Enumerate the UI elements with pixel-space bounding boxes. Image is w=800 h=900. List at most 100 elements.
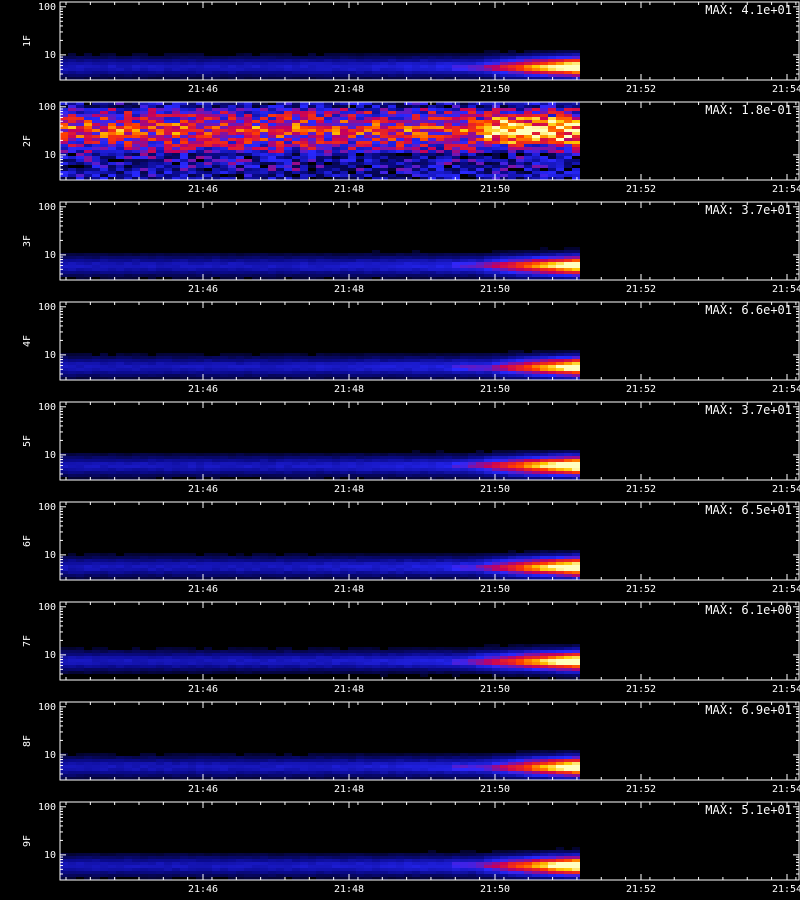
heatmap-cell	[492, 111, 500, 114]
heatmap-cell	[148, 150, 156, 153]
heatmap-cell	[532, 177, 540, 180]
heatmap-cell	[396, 565, 404, 568]
heatmap-cell	[332, 53, 340, 56]
heatmap-cell	[76, 68, 84, 71]
heatmap-cell	[204, 177, 212, 180]
heatmap-cell	[516, 141, 524, 144]
heatmap-cell	[76, 377, 84, 380]
heatmap-cell	[252, 77, 260, 80]
heatmap-cell	[492, 250, 500, 253]
heatmap-cell	[300, 568, 308, 571]
heatmap-cell	[124, 362, 132, 365]
heatmap-cell	[340, 271, 348, 274]
heatmap-cell	[444, 77, 452, 80]
heatmap-cell	[396, 371, 404, 374]
heatmap-cell	[348, 159, 356, 162]
heatmap-cell	[484, 77, 492, 80]
heatmap-cell	[84, 141, 92, 144]
heatmap-cell	[548, 168, 556, 171]
heatmap-cell	[316, 371, 324, 374]
heatmap-cell	[196, 59, 204, 62]
heatmap-cell	[412, 259, 420, 262]
heatmap-cell	[500, 68, 508, 71]
heatmap-cell	[404, 462, 412, 465]
heatmap-cell	[540, 132, 548, 135]
heatmap-cell	[452, 147, 460, 150]
heatmap-cell	[180, 377, 188, 380]
heatmap-cell	[108, 168, 116, 171]
heatmap-cell	[500, 471, 508, 474]
heatmap-cell	[268, 105, 276, 108]
heatmap-cell	[132, 126, 140, 129]
heatmap-cell	[556, 262, 564, 265]
heatmap-cell	[572, 471, 580, 474]
heatmap-cell	[268, 259, 276, 262]
heatmap-cell	[108, 174, 116, 177]
heatmap-cell	[380, 259, 388, 262]
heatmap-cell	[508, 462, 516, 465]
heatmap-cell	[260, 65, 268, 68]
heatmap-cell	[60, 365, 68, 368]
heatmap-cell	[140, 65, 148, 68]
heatmap-cell	[148, 268, 156, 271]
heatmap-cell	[100, 77, 108, 80]
heatmap-cell	[500, 459, 508, 462]
heatmap-cell	[100, 468, 108, 471]
heatmap-cell	[492, 453, 500, 456]
heatmap-cell	[60, 559, 68, 562]
heatmap-cell	[236, 135, 244, 138]
heatmap-cell	[380, 165, 388, 168]
heatmap-cell	[412, 129, 420, 132]
heatmap-cell	[172, 135, 180, 138]
heatmap-cell	[228, 453, 236, 456]
heatmap-cell	[276, 359, 284, 362]
heatmap-cell	[356, 359, 364, 362]
heatmap-cell	[316, 256, 324, 259]
heatmap-cell	[196, 138, 204, 141]
heatmap-cell	[324, 556, 332, 559]
heatmap-cell	[524, 123, 532, 126]
heatmap-cell	[468, 117, 476, 120]
heatmap-cell	[172, 359, 180, 362]
heatmap-cell	[380, 74, 388, 77]
heatmap-cell	[468, 71, 476, 74]
heatmap-cell	[60, 468, 68, 471]
heatmap-cell	[388, 471, 396, 474]
heatmap-cell	[180, 108, 188, 111]
heatmap-cell	[140, 459, 148, 462]
heatmap-cell	[412, 141, 420, 144]
heatmap-cell	[316, 453, 324, 456]
heatmap-cell	[60, 77, 68, 80]
heatmap-cell	[84, 574, 92, 577]
heatmap-cell	[268, 162, 276, 165]
heatmap-cell	[316, 456, 324, 459]
heatmap-cell	[492, 114, 500, 117]
heatmap-cell	[76, 71, 84, 74]
heatmap-cell	[460, 150, 468, 153]
heatmap-cell	[260, 474, 268, 477]
heatmap-cell	[68, 571, 76, 574]
heatmap-cell	[348, 265, 356, 268]
heatmap-cell	[140, 147, 148, 150]
heatmap-cell	[564, 165, 572, 168]
heatmap-cell	[412, 102, 420, 105]
heatmap-cell	[132, 274, 140, 277]
heatmap-cell	[100, 53, 108, 56]
heatmap-cell	[204, 359, 212, 362]
heatmap-cell	[468, 105, 476, 108]
heatmap-cell	[60, 562, 68, 565]
heatmap-cell	[188, 456, 196, 459]
heatmap-cell	[260, 129, 268, 132]
heatmap-cell	[180, 74, 188, 77]
heatmap-cell	[148, 165, 156, 168]
heatmap-cell	[236, 559, 244, 562]
heatmap-cell	[204, 74, 212, 77]
heatmap-cell	[276, 59, 284, 62]
heatmap-cell	[92, 368, 100, 371]
heatmap-cell	[92, 456, 100, 459]
heatmap-cell	[228, 156, 236, 159]
heatmap-cell	[372, 556, 380, 559]
heatmap-cell	[388, 138, 396, 141]
heatmap-cell	[60, 268, 68, 271]
heatmap-cell	[332, 356, 340, 359]
